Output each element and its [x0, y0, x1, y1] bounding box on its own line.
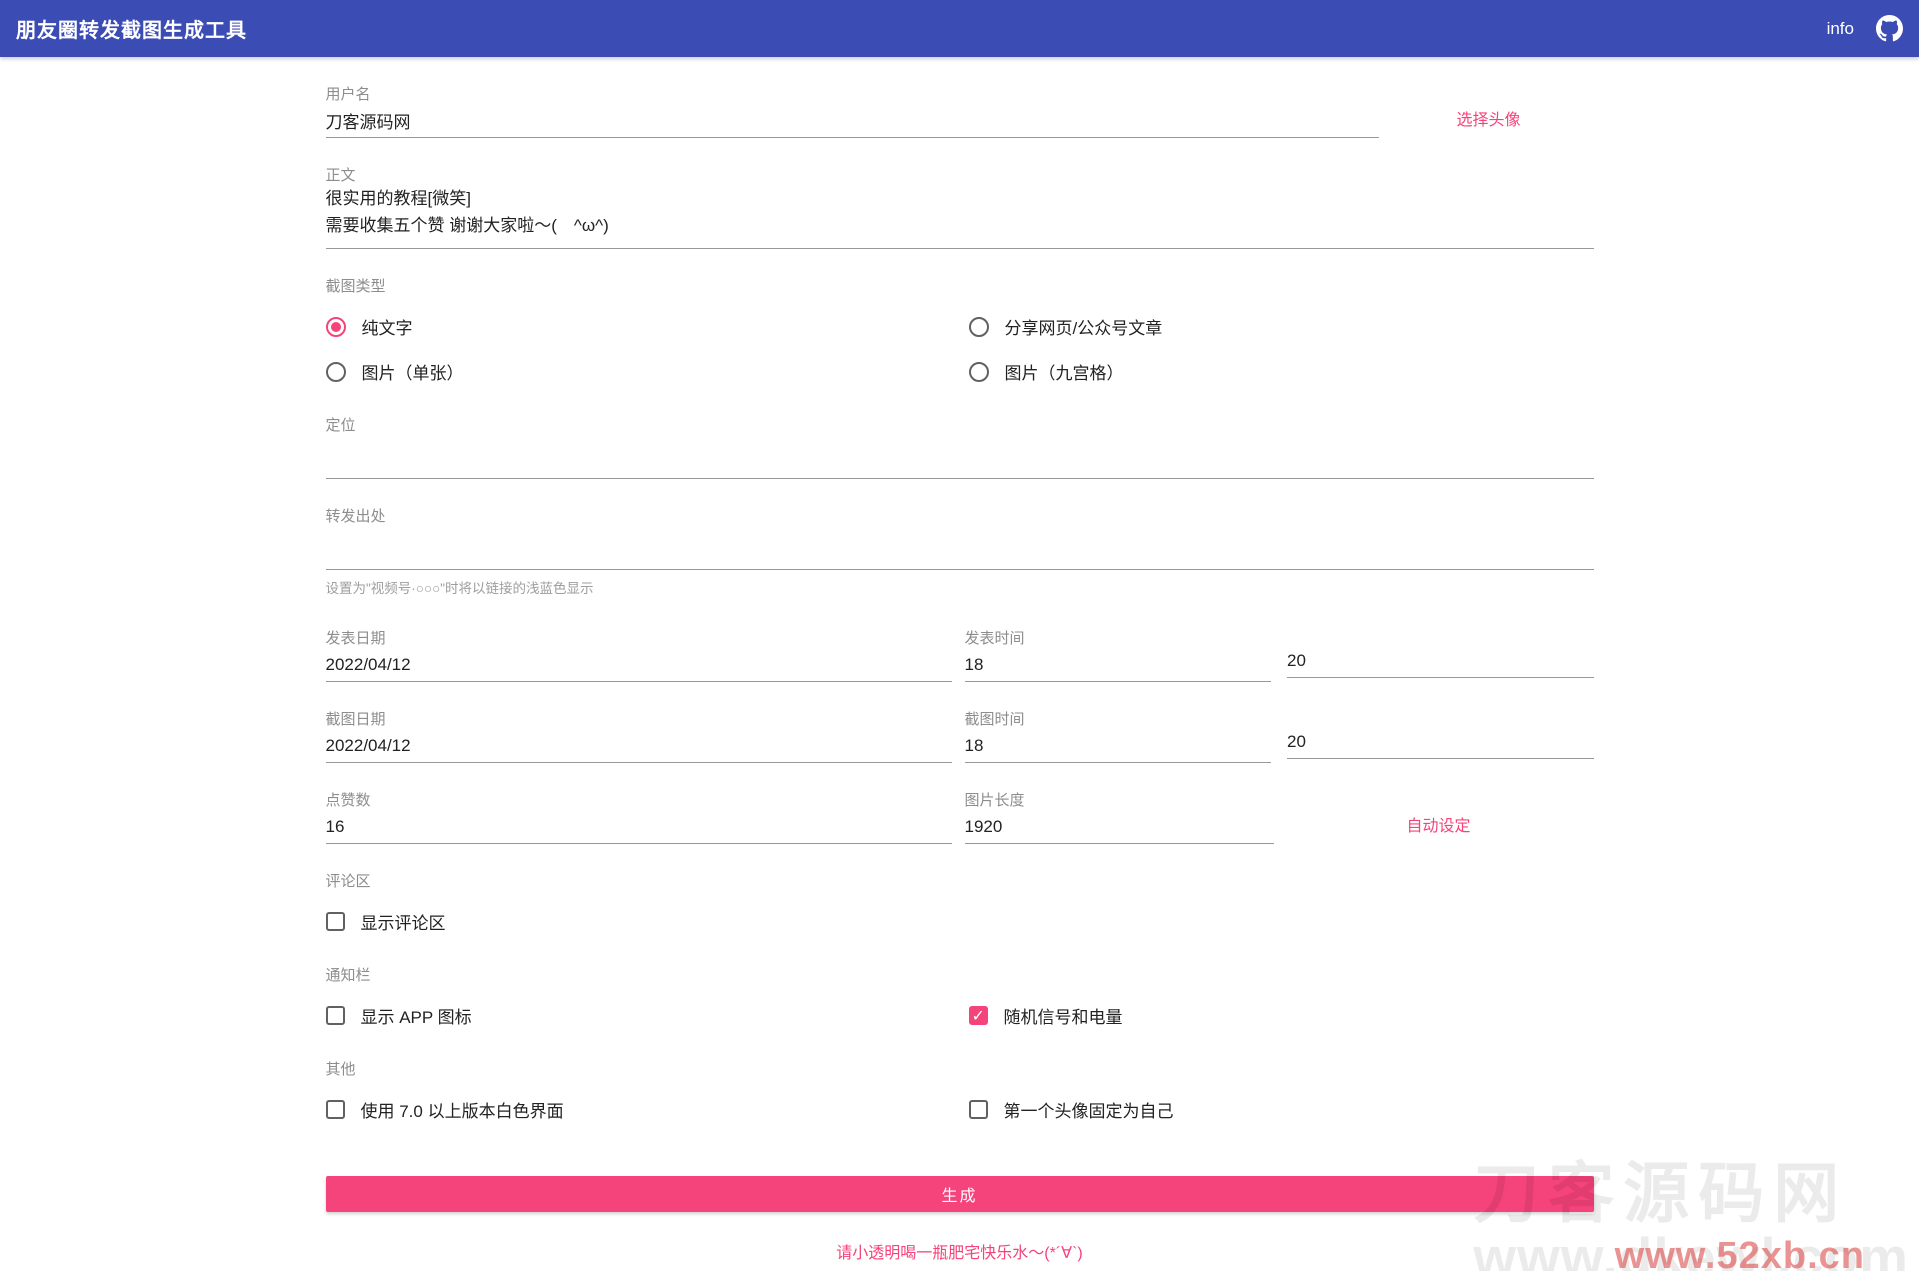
repost-source-field: 转发出处 设置为"视频号·○○○"时将以链接的浅蓝色显示 — [325, 505, 1594, 597]
publish-date-input[interactable] — [325, 648, 952, 682]
checkbox-label: 第一个头像固定为自己 — [1003, 1102, 1174, 1121]
publish-date-field: 发表日期 — [325, 627, 952, 682]
radio-single-image[interactable]: 图片（单张） — [325, 359, 969, 384]
radio-icon — [325, 361, 346, 382]
repost-source-label: 转发出处 — [325, 508, 386, 525]
publish-datetime-row: 发表日期 发表时间 — [325, 627, 1594, 682]
notification-section-label: 通知栏 — [325, 967, 371, 984]
likes-input[interactable] — [325, 810, 952, 844]
capture-datetime-row: 截图日期 截图时间 — [325, 708, 1594, 763]
repost-source-input[interactable] — [325, 526, 1594, 570]
other-section: 其他 使用 7.0 以上版本白色界面 第一个头像固定为自己 — [325, 1058, 1594, 1142]
publish-time-field: 发表时间 — [964, 627, 1594, 682]
publish-hour-input[interactable] — [964, 648, 1271, 682]
capture-time-label: 截图时间 — [964, 711, 1025, 728]
radio-label: 图片（单张） — [361, 364, 464, 383]
checkbox-first-avatar-self[interactable]: 第一个头像固定为自己 — [968, 1097, 1594, 1122]
donate-link[interactable]: 请小透明喝一瓶肥宅快乐水～(*´∀`) — [836, 1245, 1083, 1262]
radio-label: 分享网页/公众号文章 — [1004, 319, 1163, 338]
checkbox-icon — [968, 1100, 988, 1119]
checkbox-label: 显示 APP 图标 — [360, 1008, 472, 1027]
capture-date-input[interactable] — [325, 729, 952, 763]
radio-label: 纯文字 — [361, 319, 413, 338]
auto-set-link[interactable]: 自动设定 — [1406, 818, 1471, 835]
capture-hour-input[interactable] — [964, 729, 1271, 763]
content-label: 正文 — [325, 167, 356, 184]
radio-icon — [968, 361, 989, 382]
likes-imageheight-row: 点赞数 图片长度 自动设定 — [325, 789, 1594, 844]
checkbox-icon — [968, 1006, 988, 1026]
checkbox-icon — [325, 1006, 345, 1025]
screenshot-type-label: 截图类型 — [325, 278, 386, 295]
checkbox-icon — [325, 1100, 345, 1119]
comments-section-label: 评论区 — [325, 873, 371, 890]
checkbox-label: 显示评论区 — [360, 914, 446, 933]
capture-time-field: 截图时间 — [964, 708, 1594, 763]
location-label: 定位 — [325, 417, 356, 434]
checkbox-show-app-icon[interactable]: 显示 APP 图标 — [325, 1003, 969, 1028]
repost-source-hint: 设置为"视频号·○○○"时将以链接的浅蓝色显示 — [325, 581, 594, 596]
image-height-field: 图片长度 自动设定 — [964, 789, 1594, 844]
publish-minute-input[interactable] — [1287, 644, 1594, 678]
watermark-url-red: www.52xb.cn — [1614, 1235, 1865, 1271]
info-link[interactable]: info — [1826, 18, 1854, 38]
choose-avatar-link[interactable]: 选择头像 — [1456, 112, 1521, 129]
content-textarea[interactable]: 很实用的教程[微笑] 需要收集五个赞 谢谢大家啦～( ^ω^) — [325, 185, 1594, 249]
capture-date-field: 截图日期 — [325, 708, 952, 763]
spacer-label — [1287, 627, 1594, 644]
radio-label: 图片（九宫格） — [1004, 364, 1124, 383]
likes-field: 点赞数 — [325, 789, 952, 844]
image-height-label: 图片长度 — [964, 792, 1025, 809]
generator-form: 用户名 选择头像 正文 很实用的教程[微笑] 需要收集五个赞 谢谢大家啦～( ^… — [325, 57, 1594, 1271]
header-actions: info — [1827, 15, 1903, 42]
publish-date-label: 发表日期 — [325, 630, 386, 647]
footer-links: 请小透明喝一瓶肥宅快乐水～(*´∀`) 复制本工具的链接，分享给有需要的人(´ヮ… — [326, 1239, 1594, 1271]
radio-icon — [968, 316, 989, 337]
username-label: 用户名 — [325, 86, 371, 103]
notification-bar-section: 通知栏 显示 APP 图标 随机信号和电量 — [325, 964, 1594, 1048]
checkbox-show-comments[interactable]: 显示评论区 — [325, 909, 969, 934]
capture-date-label: 截图日期 — [325, 711, 386, 728]
checkbox-icon — [325, 912, 345, 931]
app-header: 朋友圈转发截图生成工具 info — [0, 0, 1919, 57]
content-field: 正文 很实用的教程[微笑] 需要收集五个赞 谢谢大家啦～( ^ω^) — [325, 164, 1594, 249]
app-title: 朋友圈转发截图生成工具 — [16, 20, 247, 42]
radio-share-article[interactable]: 分享网页/公众号文章 — [968, 314, 1594, 339]
checkbox-white-ui[interactable]: 使用 7.0 以上版本白色界面 — [325, 1097, 969, 1122]
username-field: 用户名 选择头像 — [325, 83, 1594, 138]
username-input[interactable] — [325, 104, 1379, 138]
capture-minute-input[interactable] — [1287, 725, 1594, 759]
comments-section: 评论区 显示评论区 — [325, 870, 1594, 954]
checkbox-random-signal-battery[interactable]: 随机信号和电量 — [968, 1003, 1594, 1028]
github-icon[interactable] — [1876, 15, 1903, 42]
spacer-label — [1287, 708, 1594, 725]
screenshot-type-group: 截图类型 纯文字 分享网页/公众号文章 图片（单张） 图片（九宫格） — [325, 275, 1594, 404]
checkbox-label: 使用 7.0 以上版本白色界面 — [360, 1102, 564, 1121]
radio-plain-text[interactable]: 纯文字 — [325, 314, 969, 339]
radio-icon — [325, 316, 346, 337]
radio-grid-image[interactable]: 图片（九宫格） — [968, 359, 1594, 384]
location-input[interactable] — [325, 435, 1594, 479]
publish-time-label: 发表时间 — [964, 630, 1025, 647]
other-section-label: 其他 — [325, 1061, 356, 1078]
image-height-input[interactable] — [964, 810, 1274, 844]
likes-label: 点赞数 — [325, 792, 371, 809]
location-field: 定位 — [325, 414, 1594, 479]
checkbox-label: 随机信号和电量 — [1003, 1008, 1123, 1027]
generate-button[interactable]: 生成 — [325, 1176, 1594, 1212]
